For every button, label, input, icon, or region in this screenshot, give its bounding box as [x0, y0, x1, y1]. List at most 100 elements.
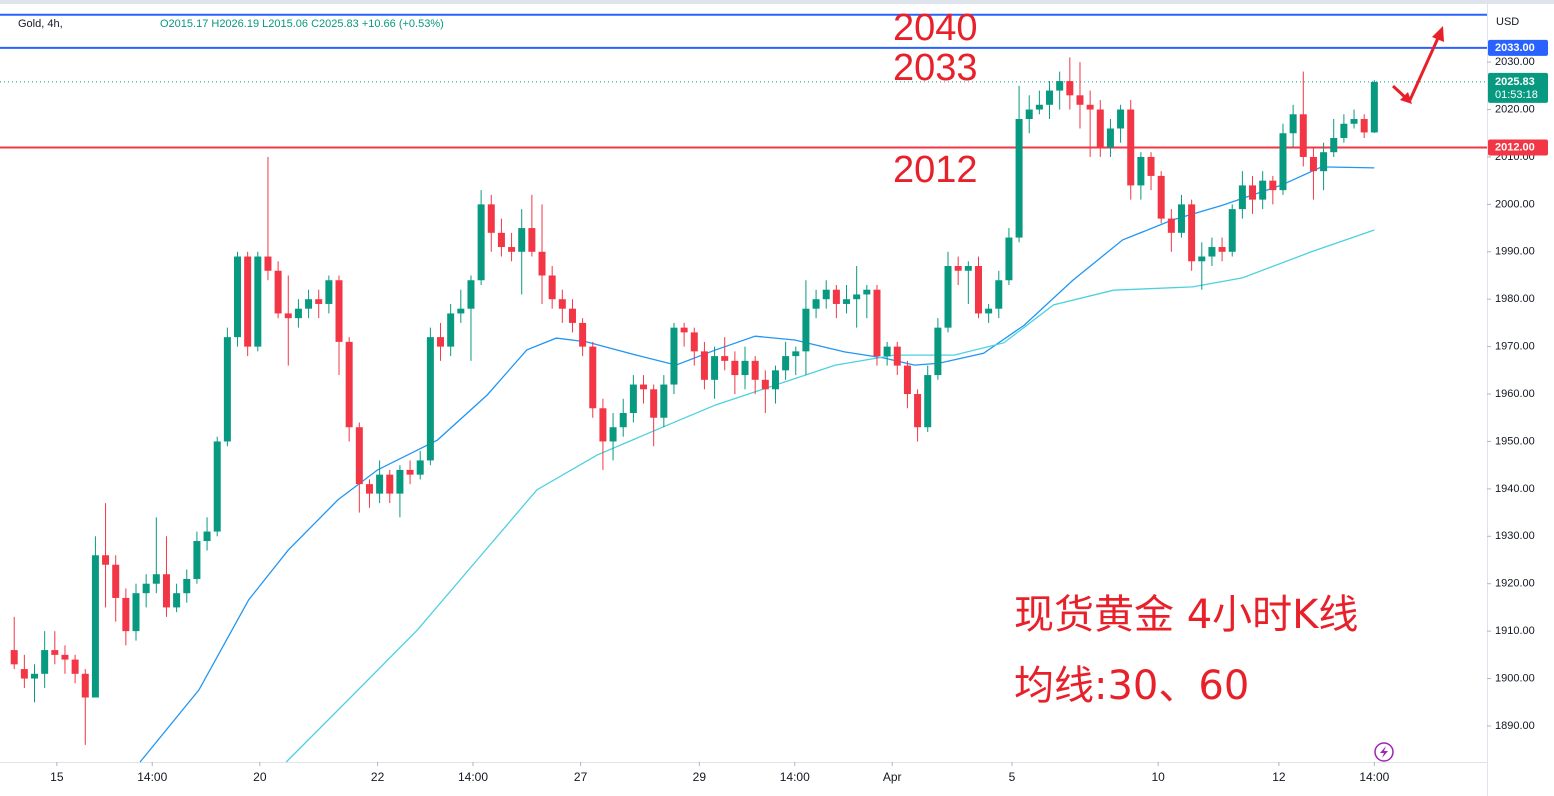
candle-body	[761, 379, 769, 390]
candle-body	[822, 289, 830, 300]
candle-body	[497, 232, 505, 248]
candle-body	[335, 280, 343, 342]
candle-body	[1299, 114, 1307, 157]
candle-body	[1340, 123, 1348, 138]
candle-body	[670, 327, 678, 385]
candle-body	[162, 574, 170, 608]
y-tick-label: 1990.00	[1495, 246, 1535, 258]
y-tick-label: 1890.00	[1495, 720, 1535, 732]
candle-body	[731, 360, 739, 376]
candle-body	[558, 299, 566, 309]
candle-body	[345, 341, 353, 428]
moving-averages	[139, 166, 1375, 763]
candle-body	[1330, 137, 1338, 153]
candle-body	[284, 313, 292, 319]
candle-body	[396, 469, 404, 494]
candle-body	[152, 574, 160, 584]
annotation: 现货黄金 4小时K线	[1014, 592, 1358, 638]
candle-body	[1167, 218, 1175, 233]
candle-body	[609, 427, 617, 442]
x-tick-label: 10	[1151, 770, 1165, 784]
candle-body	[924, 375, 932, 428]
y-tick-label: 2020.00	[1495, 103, 1535, 115]
annotation: 2040	[893, 7, 978, 49]
candle-body	[173, 593, 181, 608]
candle-body	[721, 356, 729, 361]
candle-body	[508, 247, 516, 252]
candle-body	[294, 308, 302, 319]
candle-body	[751, 360, 759, 380]
annotation: 2033	[893, 47, 978, 89]
candle-body	[193, 541, 201, 579]
arrow	[1391, 26, 1444, 104]
candle-body	[680, 327, 688, 333]
candle-body	[244, 256, 252, 347]
candle-body	[416, 460, 424, 475]
y-tick-label: 1960.00	[1495, 388, 1535, 400]
x-tick-label: 29	[693, 770, 707, 784]
candle-body	[1320, 152, 1328, 172]
candle-body	[538, 251, 546, 276]
candle-body	[1289, 114, 1297, 134]
candle-body	[487, 204, 495, 233]
candle-body	[812, 299, 820, 309]
candle-body	[1046, 90, 1054, 105]
candle-body	[843, 299, 851, 304]
x-tick-label: 20	[253, 770, 267, 784]
candle-body	[640, 384, 648, 390]
candle-body	[700, 351, 708, 380]
candle-body	[914, 394, 922, 428]
candle-body	[1127, 109, 1135, 186]
y-tick-label: 1940.00	[1495, 483, 1535, 495]
arrow-head	[1400, 92, 1412, 104]
x-tick-label: 14:00	[137, 770, 167, 784]
y-tick-label: 1900.00	[1495, 672, 1535, 684]
candle-body	[1076, 95, 1084, 105]
candle-body	[1249, 185, 1257, 200]
candle-body	[619, 413, 627, 428]
candle-body	[264, 256, 272, 271]
last-price-tag	[1488, 72, 1548, 103]
candle-body	[20, 669, 28, 679]
candle-body	[305, 299, 313, 309]
candle-body	[903, 365, 911, 395]
candle-body	[1269, 180, 1277, 191]
candle-body	[61, 654, 69, 660]
candle-body	[579, 322, 587, 347]
y-tick-label: 1910.00	[1495, 625, 1535, 637]
candle-body	[528, 228, 536, 252]
candle-body	[1279, 133, 1287, 191]
candle-body	[1137, 156, 1145, 186]
currency-label: USD	[1496, 16, 1519, 28]
candle-body	[477, 204, 485, 281]
icon-bolt	[1380, 746, 1388, 758]
candle-body	[1015, 119, 1023, 238]
arrow-head	[1432, 26, 1444, 42]
candle-body	[954, 266, 962, 271]
annotation: 2012	[893, 149, 978, 191]
candle-body	[1360, 119, 1368, 133]
candle-body	[376, 474, 384, 494]
candle-body	[234, 256, 242, 338]
candle-body	[203, 531, 211, 542]
candle-body	[315, 299, 323, 304]
candle-body	[467, 280, 475, 309]
candle-body	[142, 583, 150, 594]
candle-body	[944, 266, 952, 328]
candle-body	[457, 308, 465, 314]
candle-body	[1096, 109, 1104, 148]
candle-body	[355, 427, 363, 485]
candle-body	[91, 555, 99, 698]
candle-body	[863, 289, 871, 295]
price-tag	[1488, 39, 1548, 56]
x-tick-label: 22	[371, 770, 385, 784]
x-tick-label: 14:00	[458, 770, 488, 784]
x-tick-label: 5	[1009, 770, 1016, 784]
candle-body	[548, 275, 556, 300]
last-price-label: 2025.83	[1495, 76, 1535, 88]
candle-body	[31, 673, 39, 679]
ohlc-legend: O2015.17 H2026.19 L2015.06 C2025.83 +10.…	[160, 18, 444, 30]
y-tick-label: 1970.00	[1495, 341, 1535, 353]
candle-body	[1117, 109, 1125, 129]
